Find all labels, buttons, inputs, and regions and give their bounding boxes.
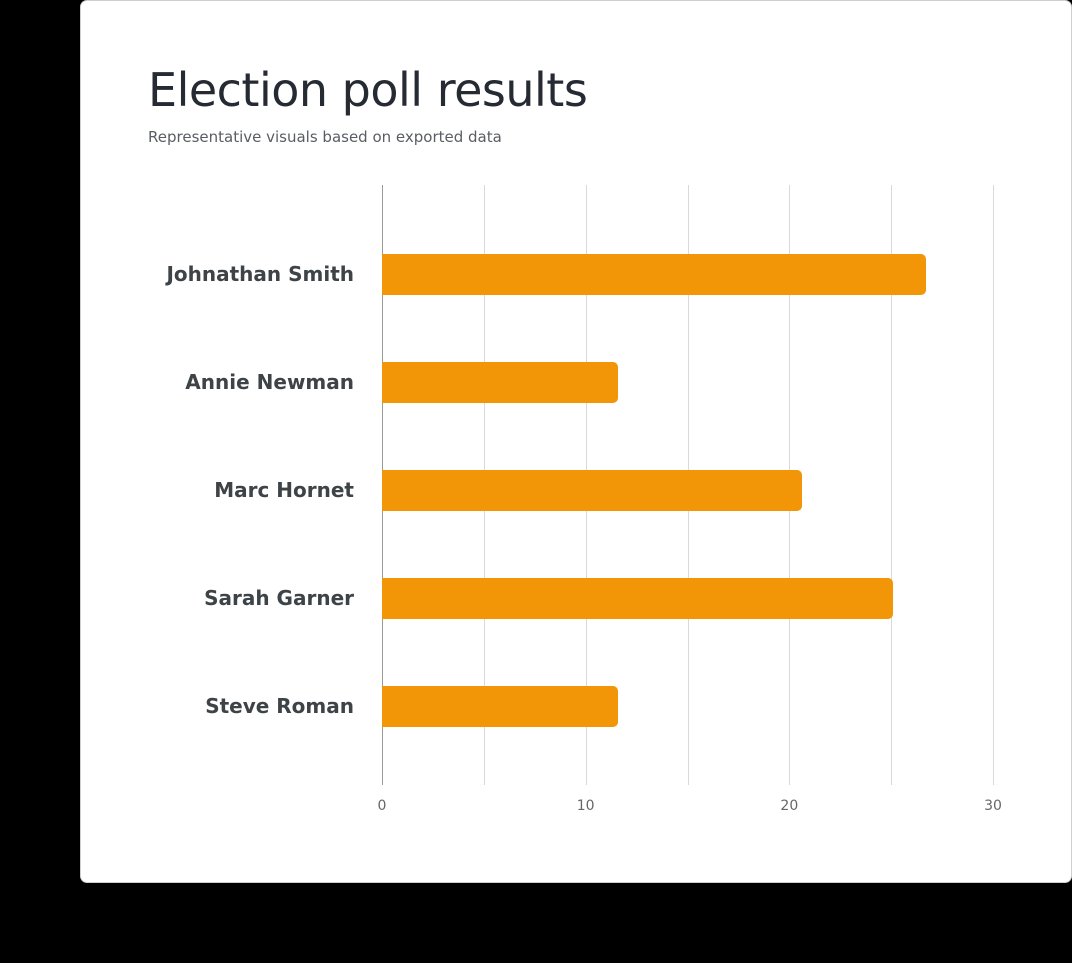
bar (382, 362, 619, 403)
x-tick-label: 0 (377, 798, 387, 814)
bar (382, 578, 894, 619)
category-label: Steve Roman (205, 694, 354, 718)
x-tick-label: 30 (984, 798, 1002, 814)
category-label: Annie Newman (185, 370, 354, 394)
chart-card: Election poll results Representative vis… (81, 1, 1071, 882)
bar (382, 470, 802, 511)
category-label: Johnathan Smith (166, 262, 354, 286)
chart-title: Election poll results (148, 63, 588, 117)
x-tick-label: 20 (780, 798, 799, 814)
bar (382, 686, 619, 727)
category-label: Marc Hornet (214, 478, 354, 502)
gridline (891, 185, 893, 785)
gridline (993, 185, 994, 785)
category-label: Sarah Garner (204, 586, 354, 610)
x-tick-label: 10 (576, 798, 595, 814)
chart-subtitle: Representative visuals based on exported… (148, 128, 502, 146)
plot-area: 0 10 20 30 Johnathan Smith Annie Newman Marc H… (81, 1, 1071, 882)
bar (382, 254, 926, 295)
